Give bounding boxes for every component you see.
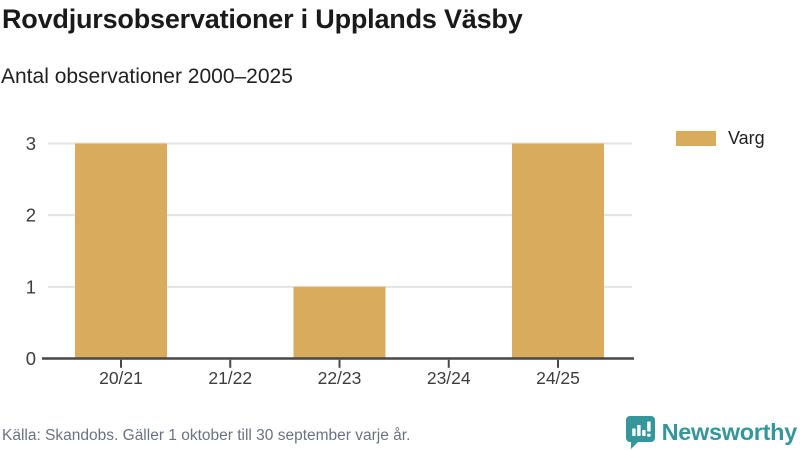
bar-24/25 xyxy=(512,143,604,359)
legend-label-varg: Varg xyxy=(728,128,765,148)
bar-20/21 xyxy=(75,143,167,359)
source-note: Källa: Skandobs. Gäller 1 oktober till 3… xyxy=(2,427,411,444)
x-tick-label-24/25: 24/25 xyxy=(536,368,580,388)
newsworthy-logo: Newsworthy xyxy=(625,415,797,449)
y-tick-label-2: 2 xyxy=(26,205,36,226)
chart-subtitle: Antal observationer 2000–2025 xyxy=(1,65,293,88)
y-tick-label-0: 0 xyxy=(26,348,36,369)
bar-22/23 xyxy=(293,286,386,359)
x-tick-label-20/21: 20/21 xyxy=(99,368,143,388)
chart-legend: Varg xyxy=(676,128,765,148)
legend-swatch-varg xyxy=(676,131,716,146)
newsworthy-wordmark: Newsworthy xyxy=(661,419,798,445)
newsworthy-bubble-icon xyxy=(625,416,655,449)
page-title: Rovdjursobservationer i Upplands Väsby xyxy=(2,4,523,34)
y-tick-label-1: 1 xyxy=(26,276,36,297)
x-tick-label-21/22: 21/22 xyxy=(208,368,252,388)
y-tick-label-3: 3 xyxy=(26,133,36,154)
x-tick-label-22/23: 22/23 xyxy=(318,368,362,388)
x-tick-label-23/24: 23/24 xyxy=(427,368,471,388)
